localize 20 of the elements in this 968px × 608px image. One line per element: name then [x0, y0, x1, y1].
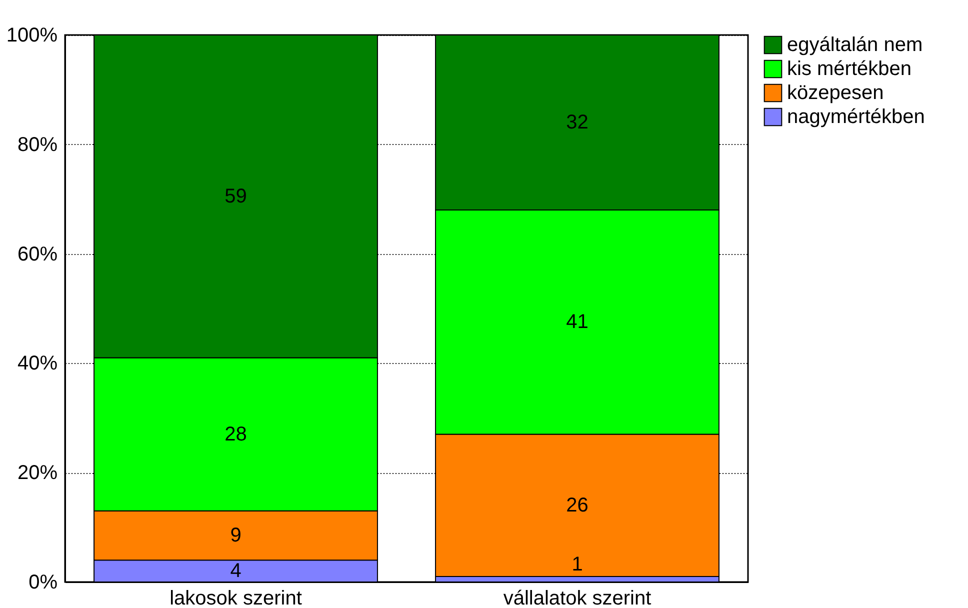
x-tick-label: vállalatok szerint [503, 588, 652, 608]
data-label: 32 [566, 112, 588, 134]
legend-label: közepesen [787, 82, 884, 104]
legend-label: nagymértékben [787, 106, 925, 128]
y-tick-label: 20% [17, 462, 58, 484]
y-tick-label: 0% [28, 572, 58, 594]
data-label: 4 [230, 560, 242, 582]
y-tick-label: 60% [17, 243, 58, 266]
data-label: 59 [224, 185, 247, 208]
y-tick-label: 40% [17, 352, 58, 375]
y-tick-label: 80% [17, 134, 58, 156]
legend-label: kis mértékben [787, 58, 912, 80]
data-label: 28 [224, 423, 247, 446]
y-tick-label: 100% [6, 24, 58, 46]
x-tick-label: lakosok szerint [170, 588, 302, 608]
data-label: 1 [572, 554, 583, 576]
data-label: 41 [566, 311, 588, 334]
data-label: 9 [230, 524, 242, 547]
legend-label: egyáltalán nem [787, 34, 923, 56]
data-label: 26 [566, 494, 588, 516]
